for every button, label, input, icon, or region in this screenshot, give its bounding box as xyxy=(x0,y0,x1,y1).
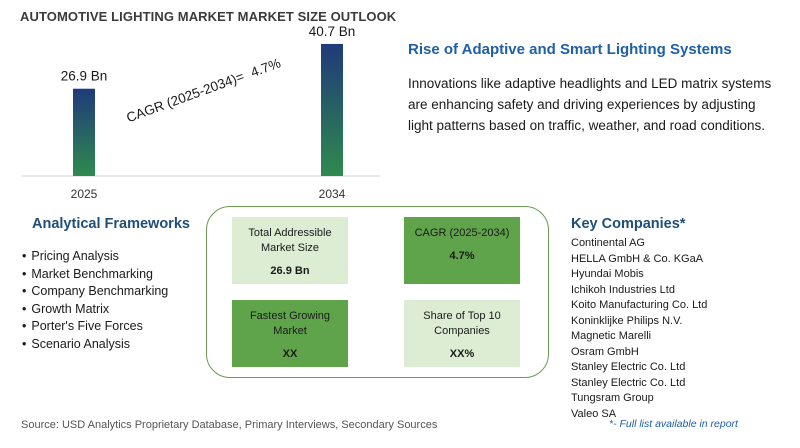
tam-card: Total Addressible Market Size 26.9 Bn xyxy=(232,217,348,284)
list-item: Growth Matrix xyxy=(22,301,168,319)
value-label-2034: 40.7 Bn xyxy=(309,26,356,39)
key-companies-heading: Key Companies* xyxy=(571,216,686,232)
fastest-growing-card-label: Fastest Growing Market xyxy=(249,310,331,337)
list-item: Osram GmbH xyxy=(571,345,639,358)
list-item: Valeo SA xyxy=(571,408,617,421)
list-item: Continental AG xyxy=(571,237,645,249)
list-item: Pricing Analysis xyxy=(22,248,168,266)
fastest-growing-card-value: XX xyxy=(282,348,298,360)
list-item: Scenario Analysis xyxy=(22,336,168,354)
insight-heading: Rise of Adaptive and Smart Lighting Syst… xyxy=(408,41,732,58)
fastest-growing-card: Fastest Growing Market XX xyxy=(232,300,348,367)
list-item: HELLA GmbH & Co. KGaA xyxy=(571,252,704,265)
list-item: Koninklijke Philips N.V. xyxy=(571,314,683,327)
list-item: Ichikoh Industries Ltd xyxy=(571,283,675,296)
list-item: Magnetic Marelli xyxy=(571,330,652,343)
cagr-card-value: 4.7% xyxy=(449,250,475,262)
bar-2025 xyxy=(73,88,95,176)
insight-text: Innovations like adaptive headlights and… xyxy=(408,76,772,133)
top10-share-card: Share of Top 10 Companies XX% xyxy=(404,300,520,367)
list-item: Hyundai Mobis xyxy=(571,268,644,281)
list-item: Koito Manufacturing Co. Ltd xyxy=(571,299,708,312)
market-size-bar-chart: 26.9 Bn 2025 40.7 Bn 2034 xyxy=(22,26,380,201)
list-item: Stanley Electric Co. Ltd xyxy=(571,361,686,374)
x-tick-label-2034: 2034 xyxy=(319,187,346,201)
top10-share-card-value: XX% xyxy=(449,348,475,360)
list-item: Porter's Five Forces xyxy=(22,318,168,336)
tam-card-value: 26.9 Bn xyxy=(270,265,310,277)
summary-panel xyxy=(206,206,549,378)
source-note: Source: USD Analytics Proprietary Databa… xyxy=(21,419,438,431)
list-item: Company Benchmarking xyxy=(22,283,168,301)
bar-2034 xyxy=(321,43,343,176)
cagr-card: CAGR (2025-2034) 4.7% xyxy=(404,217,520,284)
full-list-note: *- Full list available in report xyxy=(609,418,738,430)
page-title: AUTOMOTIVE LIGHTING MARKET MARKET SIZE O… xyxy=(20,9,397,24)
top10-share-card-label: Share of Top 10 Companies xyxy=(423,310,501,337)
frameworks-list: Pricing Analysis Market Benchmarking Com… xyxy=(22,248,168,353)
tam-card-label: Total Addressible Market Size xyxy=(248,227,332,254)
x-tick-label-2025: 2025 xyxy=(71,187,98,201)
list-item: Stanley Electric Co. Ltd xyxy=(571,376,686,389)
key-companies-list: Continental AG HELLA GmbH & Co. KGaA Hyu… xyxy=(571,236,707,423)
cagr-card-label: CAGR (2025-2034) xyxy=(414,227,510,239)
list-item: Market Benchmarking xyxy=(22,266,168,284)
list-item: Tungsram Group xyxy=(571,392,654,405)
frameworks-heading: Analytical Frameworks xyxy=(32,216,190,232)
value-label-2025: 26.9 Bn xyxy=(61,69,108,84)
